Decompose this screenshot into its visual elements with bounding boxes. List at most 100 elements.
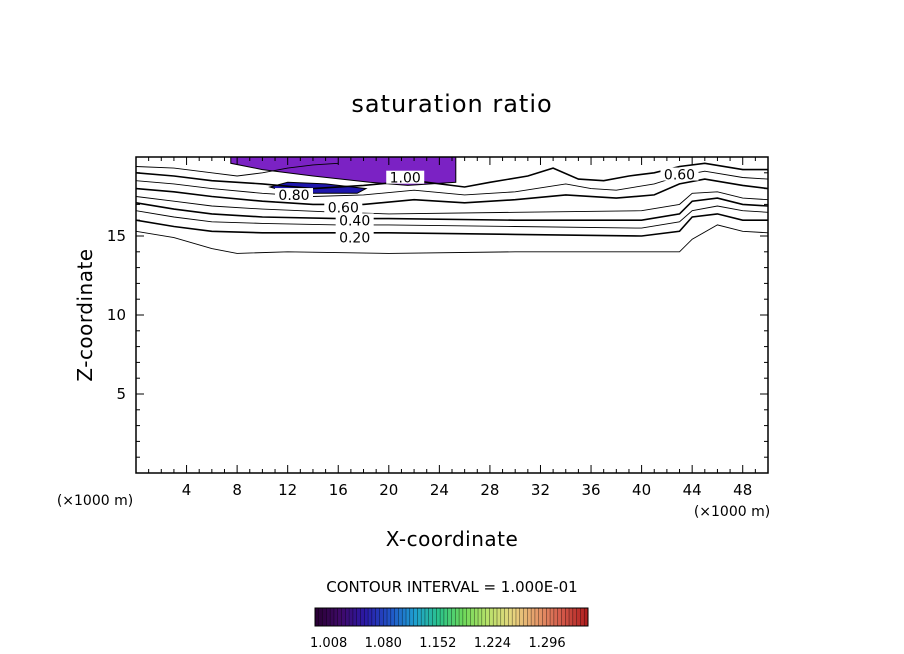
colorbar-stripe [375,608,380,626]
contour-label-bg-4 [335,230,374,244]
colorbar-stripe [485,608,490,626]
contour-line-8 [136,162,339,177]
contour-label-5: 0.60 [664,168,695,184]
contour-line-1 [136,213,768,237]
colorbar-stripe [341,608,346,626]
colorbar-stripe [379,608,384,626]
colorbar-stripe [462,608,467,626]
colorbar-stripe [565,608,570,626]
contour-line-4 [136,191,768,215]
colorbar-stripe [481,608,486,626]
contour-label-4: 0.20 [339,231,370,247]
colorbar-stripe [455,608,460,626]
x-tick-label: 8 [232,481,242,499]
colorbar-stripe [428,608,433,626]
colorbar-stripe [443,608,449,626]
colorbar-stripe [474,608,479,626]
colorbar-stripe [330,608,335,626]
x-tick-label: 48 [733,481,752,499]
colorbar-stripe [383,608,388,626]
x-axis-title: X-coordinate [386,527,519,551]
colorbar-stripe [519,608,524,626]
x-tick-label: 16 [329,481,348,499]
colorbar-stripe [349,608,354,626]
colorbar-stripe [580,608,585,626]
plot-frame [135,156,769,474]
colorbar-stripe [466,608,471,626]
colorbar [314,607,589,627]
colorbar-stripe [504,608,509,626]
colorbar-stripe [557,608,562,626]
colorbar-stripe [523,608,528,626]
x-tick-label: 20 [379,481,398,499]
colorbar-stripe [398,608,403,626]
colorbar-stripe [360,608,365,626]
colorbar-stripe [459,608,464,626]
x-tick-label: 36 [581,481,600,499]
y-tick-label: 5 [116,385,126,403]
x-tick-label: 4 [182,481,192,499]
colorbar-stripe [322,608,327,626]
x-tick-label: 32 [531,481,550,499]
colorbar-stripe [576,608,581,626]
contour-line-0 [136,224,768,254]
chart-title: saturation ratio [351,90,552,118]
x-axis-ticks: 4 8 12 16 20 24 28 32 36 40 44 48 [148,157,756,499]
colorbar-stripe [345,608,350,626]
colorbar-stripe [394,608,399,626]
colorbar-stripe [390,608,395,626]
colorbar-stripe [527,608,532,626]
contour-label-bg-1 [275,188,313,202]
contour-label-1: 0.80 [278,188,309,204]
x-tick-label: 24 [430,481,449,499]
colorbar-tick-labels: 1.008 1.080 1.152 1.224 1.296 [310,636,566,651]
colorbar-stripe [515,608,521,626]
colorbar-stripe [546,608,551,626]
y-axis-title: Z-coordinate [73,248,97,381]
colorbar-tick-label: 1.152 [419,636,456,651]
contour-label-bg-2 [324,200,363,214]
contour-labels: 1.000.800.600.400.200.60 [275,167,699,247]
colorbar-stripe [406,608,411,626]
colorbar-stripe [569,608,574,626]
colorbar-stripe [550,608,555,626]
colorbar-stripe [534,608,540,626]
colorbar-tick-label: 1.080 [365,636,402,651]
colorbar-stripe [451,608,456,626]
colorbar-stripe [493,608,498,626]
colorbar-stripe [413,608,418,626]
colorbar-stripe [402,608,407,626]
contour-line-5 [136,178,768,206]
colorbar-stripe [508,608,513,626]
colorbar-stripe [542,608,547,626]
colorbar-stripe [489,608,494,626]
colorbar-tick-label: 1.296 [528,636,565,651]
x-tick-label: 28 [480,481,499,499]
colorbar-stripe [333,608,339,626]
colorbar-stripe [512,608,517,626]
contour-label-bg-5 [660,167,699,181]
y-tick-label: 15 [107,227,126,245]
colorbar-stripe [440,608,445,626]
colorbar-stripe [417,608,422,626]
colorbar-stripe [326,608,331,626]
colorbar-stripe [432,608,437,626]
colorbar-stripe [538,608,543,626]
contour-line-3 [136,197,768,221]
x-unit-label-left: (×1000 m) [57,493,133,509]
colorbar-stripe [584,608,589,626]
colorbar-stripe [478,608,483,626]
colorbar-stripe [447,608,452,626]
colorbar-stripe [368,608,373,626]
contour-label-2: 0.60 [328,201,359,217]
contour-line-7 [136,162,768,190]
colorbar-tick-label: 1.224 [474,636,511,651]
colorbar-frame [314,607,589,627]
colorbar-stripe [352,608,358,626]
x-unit-label-right: (×1000 m) [694,504,770,520]
contour-label-bg-3 [335,213,374,227]
y-tick-label: 10 [107,306,126,324]
colorbar-stripe [436,608,441,626]
colorbar-stripe [497,608,502,626]
